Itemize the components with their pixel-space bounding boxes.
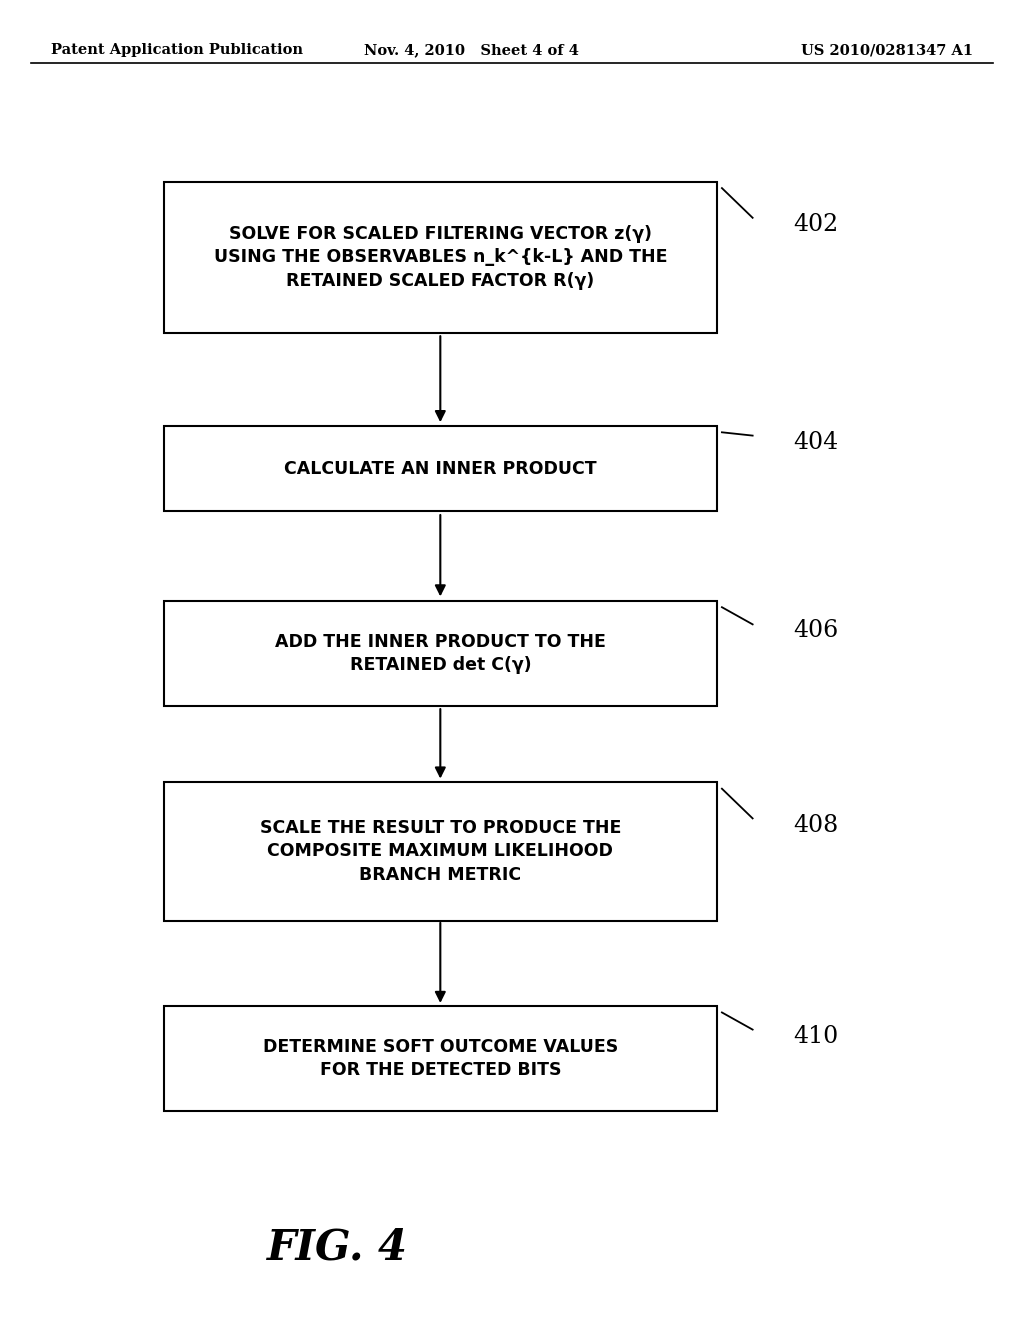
FancyBboxPatch shape <box>164 181 717 333</box>
FancyBboxPatch shape <box>164 601 717 706</box>
Text: US 2010/0281347 A1: US 2010/0281347 A1 <box>801 44 973 57</box>
Text: CALCULATE AN INNER PRODUCT: CALCULATE AN INNER PRODUCT <box>284 459 597 478</box>
Text: Patent Application Publication: Patent Application Publication <box>51 44 303 57</box>
Text: DETERMINE SOFT OUTCOME VALUES
FOR THE DETECTED BITS: DETERMINE SOFT OUTCOME VALUES FOR THE DE… <box>263 1038 617 1080</box>
Text: ADD THE INNER PRODUCT TO THE
RETAINED det C(γ): ADD THE INNER PRODUCT TO THE RETAINED de… <box>274 632 606 675</box>
FancyBboxPatch shape <box>164 1006 717 1111</box>
Text: 406: 406 <box>794 619 839 643</box>
Text: 404: 404 <box>794 430 839 454</box>
FancyBboxPatch shape <box>164 781 717 921</box>
Text: SCALE THE RESULT TO PRODUCE THE
COMPOSITE MAXIMUM LIKELIHOOD
BRANCH METRIC: SCALE THE RESULT TO PRODUCE THE COMPOSIT… <box>260 818 621 884</box>
Text: Nov. 4, 2010   Sheet 4 of 4: Nov. 4, 2010 Sheet 4 of 4 <box>364 44 579 57</box>
Text: 402: 402 <box>794 213 839 236</box>
Text: 410: 410 <box>794 1024 839 1048</box>
Text: SOLVE FOR SCALED FILTERING VECTOR z(γ)
USING THE OBSERVABLES n_k^{k-L} AND THE
R: SOLVE FOR SCALED FILTERING VECTOR z(γ) U… <box>214 224 667 290</box>
Text: FIG. 4: FIG. 4 <box>267 1226 409 1269</box>
Text: 408: 408 <box>794 813 839 837</box>
FancyBboxPatch shape <box>164 425 717 511</box>
